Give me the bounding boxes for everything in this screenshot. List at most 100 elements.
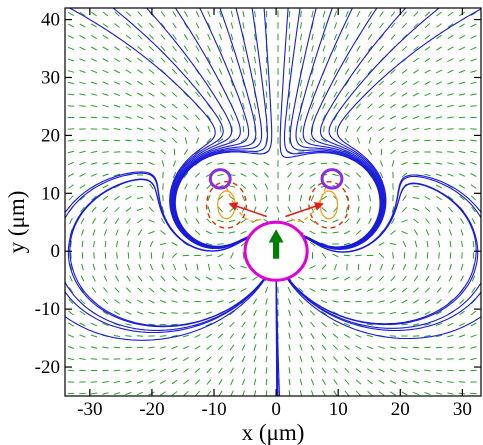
field-vector bbox=[136, 208, 144, 211]
field-vector bbox=[413, 229, 419, 236]
field-vector bbox=[401, 219, 408, 223]
field-vector bbox=[206, 114, 212, 121]
field-vector bbox=[242, 45, 245, 52]
field-vector bbox=[401, 92, 408, 97]
field-vector bbox=[459, 23, 465, 28]
field-vector bbox=[195, 33, 200, 41]
field-vector bbox=[182, 334, 190, 338]
streamline bbox=[70, 275, 268, 341]
field-vector bbox=[355, 334, 362, 338]
field-vector bbox=[148, 45, 155, 52]
field-vector bbox=[91, 11, 97, 17]
field-vector bbox=[114, 57, 120, 63]
field-vector bbox=[218, 45, 223, 52]
field-vector bbox=[471, 217, 476, 225]
field-vector bbox=[389, 311, 397, 315]
field-vector bbox=[332, 219, 339, 223]
field-vector bbox=[219, 10, 222, 18]
field-vector bbox=[160, 34, 166, 40]
field-vector bbox=[160, 80, 166, 86]
field-vector bbox=[366, 357, 374, 361]
field-vector bbox=[321, 195, 327, 201]
field-vector bbox=[242, 56, 245, 64]
field-vector bbox=[217, 344, 224, 351]
field-vector bbox=[378, 275, 385, 282]
field-vector bbox=[102, 299, 109, 304]
field-vector bbox=[438, 240, 440, 248]
field-vector bbox=[218, 263, 223, 271]
field-vector bbox=[344, 390, 350, 396]
field-vector bbox=[90, 34, 98, 40]
field-vector bbox=[288, 114, 291, 121]
field-vector bbox=[194, 230, 201, 235]
field-vector bbox=[160, 149, 166, 155]
field-vector bbox=[332, 173, 339, 177]
field-vector bbox=[369, 206, 371, 213]
field-vector bbox=[356, 91, 361, 98]
field-vector bbox=[69, 217, 73, 225]
field-vector bbox=[194, 288, 201, 292]
field-vector bbox=[344, 218, 350, 224]
field-vector bbox=[253, 321, 257, 328]
field-vector bbox=[159, 357, 167, 361]
streamline bbox=[126, 19, 254, 249]
field-vector bbox=[300, 33, 302, 41]
field-vector bbox=[182, 288, 190, 292]
field-vector bbox=[389, 115, 397, 120]
field-vector bbox=[160, 391, 166, 396]
field-vector bbox=[160, 217, 166, 225]
field-vector bbox=[426, 252, 429, 259]
y-axis-label: y (μm) bbox=[4, 191, 29, 254]
field-vector bbox=[81, 240, 84, 248]
field-vector bbox=[159, 346, 167, 349]
field-vector bbox=[102, 11, 109, 17]
field-vector bbox=[458, 346, 466, 349]
field-vector bbox=[470, 81, 477, 85]
y-tick-label: 0 bbox=[51, 241, 61, 262]
field-vector bbox=[185, 194, 187, 202]
field-vector bbox=[67, 334, 75, 338]
field-vector bbox=[458, 116, 466, 119]
field-vector bbox=[435, 128, 443, 130]
field-vector bbox=[333, 91, 338, 98]
field-vector bbox=[458, 58, 466, 62]
field-vector bbox=[401, 369, 408, 372]
field-vector bbox=[79, 58, 86, 62]
field-vector bbox=[309, 277, 316, 280]
field-vector bbox=[447, 195, 454, 201]
field-vector bbox=[343, 288, 351, 292]
field-vector bbox=[425, 275, 430, 282]
field-vector bbox=[219, 125, 222, 133]
field-vector bbox=[253, 194, 257, 202]
field-vector bbox=[264, 286, 269, 294]
field-vector bbox=[218, 379, 223, 385]
field-vector bbox=[230, 68, 234, 75]
field-vector bbox=[309, 173, 316, 177]
field-vector bbox=[309, 310, 316, 316]
field-vector bbox=[67, 150, 75, 154]
streamline bbox=[65, 315, 72, 322]
vortex-core bbox=[217, 190, 236, 220]
field-vector bbox=[309, 138, 316, 143]
field-vector bbox=[322, 91, 326, 98]
field-vector bbox=[81, 263, 84, 271]
field-vector bbox=[230, 378, 234, 386]
field-vector bbox=[470, 195, 477, 201]
field-vector bbox=[79, 70, 86, 73]
field-vector bbox=[322, 10, 326, 18]
field-vector bbox=[424, 57, 431, 63]
field-vector bbox=[311, 68, 314, 75]
field-vector bbox=[79, 161, 86, 166]
field-vector bbox=[102, 151, 109, 153]
field-vector bbox=[435, 311, 443, 315]
streamline bbox=[298, 19, 426, 250]
field-vector bbox=[378, 300, 385, 303]
field-vector bbox=[435, 57, 443, 63]
field-vector bbox=[297, 161, 305, 166]
field-vector bbox=[228, 219, 236, 223]
field-vector bbox=[447, 334, 454, 338]
field-vector bbox=[367, 115, 373, 120]
field-vector bbox=[435, 69, 443, 74]
field-vector bbox=[447, 116, 454, 119]
field-vector bbox=[125, 34, 132, 40]
